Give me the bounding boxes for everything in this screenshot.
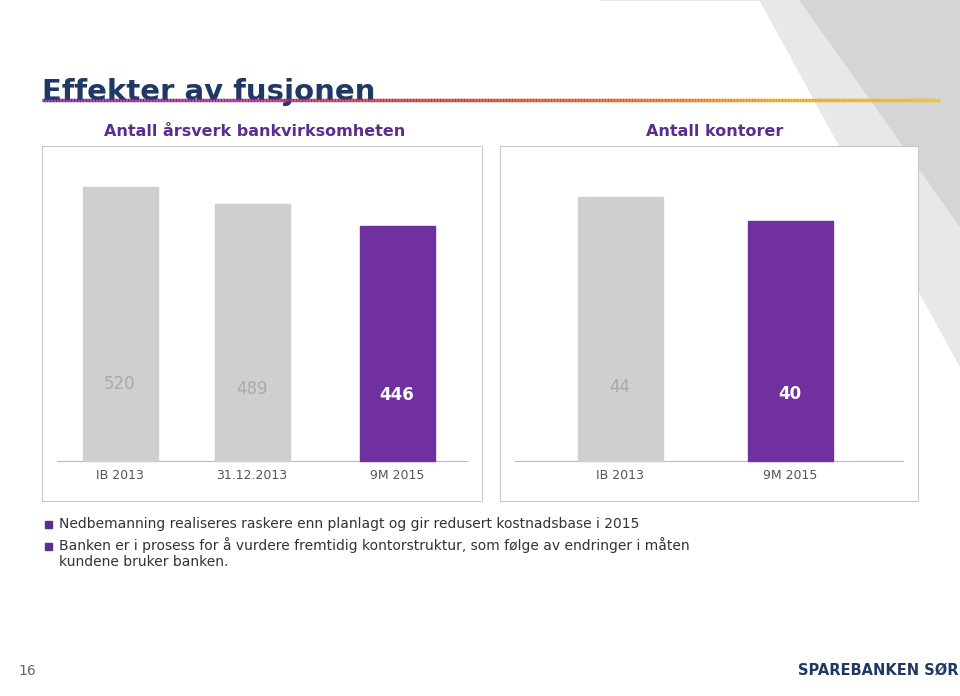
Bar: [359, 226, 435, 461]
Text: 16: 16: [18, 664, 36, 678]
Bar: [214, 204, 290, 461]
Text: Effekter av fusjonen: Effekter av fusjonen: [42, 78, 375, 106]
Text: 446: 446: [379, 386, 415, 404]
Text: IB 2013: IB 2013: [596, 469, 644, 482]
Bar: [45, 521, 52, 528]
Text: 31.12.2013: 31.12.2013: [216, 469, 288, 482]
Bar: [500, 146, 918, 501]
Text: Banken er i prosess for å vurdere fremtidig kontorstruktur, som følge av endring: Banken er i prosess for å vurdere fremti…: [59, 537, 689, 553]
Polygon shape: [600, 0, 960, 366]
Text: IB 2013: IB 2013: [96, 469, 144, 482]
Text: 44: 44: [610, 378, 631, 396]
Bar: [83, 187, 157, 461]
Bar: [578, 197, 662, 461]
Text: 9M 2015: 9M 2015: [763, 469, 817, 482]
Text: Nedbemanning realiseres raskere enn planlagt og gir redusert kostnadsbase i 2015: Nedbemanning realiseres raskere enn plan…: [59, 517, 639, 531]
Text: 40: 40: [779, 385, 802, 403]
Text: 9M 2015: 9M 2015: [370, 469, 424, 482]
Text: Antall årsverk bankvirksomheten: Antall årsverk bankvirksomheten: [105, 124, 406, 139]
Text: kundene bruker banken.: kundene bruker banken.: [59, 555, 228, 569]
Text: 520: 520: [105, 375, 135, 393]
Text: Antall kontorer: Antall kontorer: [646, 124, 783, 139]
Bar: [45, 542, 52, 550]
Text: 489: 489: [236, 380, 268, 398]
Bar: [42, 146, 482, 501]
Polygon shape: [800, 0, 960, 226]
Bar: [748, 221, 832, 461]
Text: SPAREBANKEN SØR: SPAREBANKEN SØR: [798, 663, 958, 678]
